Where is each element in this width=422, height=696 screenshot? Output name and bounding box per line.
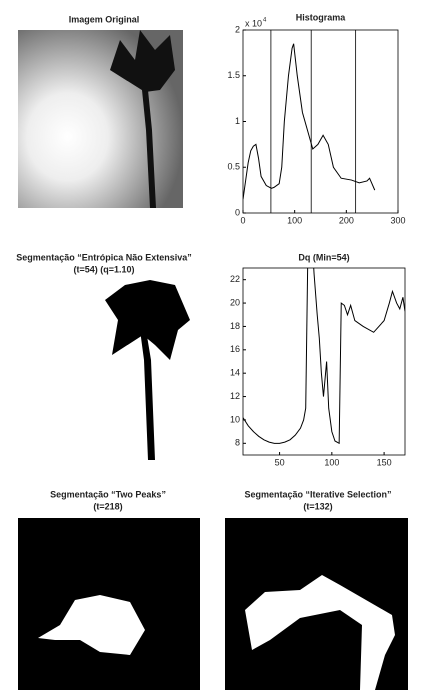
y-tick-label: 20	[230, 297, 240, 307]
plot-area	[243, 268, 405, 445]
segmented-image	[105, 280, 190, 460]
y-tick-label: 16	[230, 344, 240, 354]
chart-title: Histograma	[296, 12, 347, 22]
segmented-image	[18, 518, 200, 690]
x-tick-label: 100	[287, 215, 302, 225]
plot-area	[243, 43, 376, 200]
y-tick-label: 0	[235, 207, 240, 217]
original-image	[18, 30, 183, 208]
segmented-image	[225, 518, 408, 690]
y-tick-label: 10	[230, 414, 240, 424]
x-tick-label: 0	[240, 215, 245, 225]
y-tick-label: 2	[235, 24, 240, 34]
y-tick-label: 12	[230, 391, 240, 401]
y-tick-label: 8	[235, 438, 240, 448]
y-tick-label: 1.5	[227, 70, 240, 80]
y-tick-label: 22	[230, 274, 240, 284]
image-title: Segmentação “Iterative Selection”	[244, 489, 391, 499]
image-title: (t=218)	[93, 501, 122, 511]
y-tick-label: 0.5	[227, 162, 240, 172]
x-tick-label: 50	[275, 457, 285, 467]
y-tick-label: 1	[235, 116, 240, 126]
axes-box	[242, 267, 406, 456]
x-tick-label: 100	[324, 457, 339, 467]
image-title: (t=54) (q=1.10)	[73, 264, 134, 274]
image-title: Segmentação “Two Peaks”	[50, 489, 166, 499]
data-line	[243, 43, 376, 200]
image-title: Segmentação “Entrópica Não Extensiva”	[16, 252, 192, 262]
y-tick-label: 18	[230, 321, 240, 331]
image-title: (t=132)	[303, 501, 332, 511]
y-scale-label: x 10	[245, 18, 262, 28]
y-scale-exponent: 4	[263, 18, 267, 24]
x-tick-label: 300	[390, 215, 405, 225]
x-tick-label: 150	[377, 457, 392, 467]
x-tick-label: 200	[339, 215, 354, 225]
chart-title: Dq (Min=54)	[298, 252, 349, 262]
data-line	[243, 268, 405, 445]
y-tick-label: 14	[230, 368, 240, 378]
image-title: Imagem Original	[69, 14, 140, 24]
